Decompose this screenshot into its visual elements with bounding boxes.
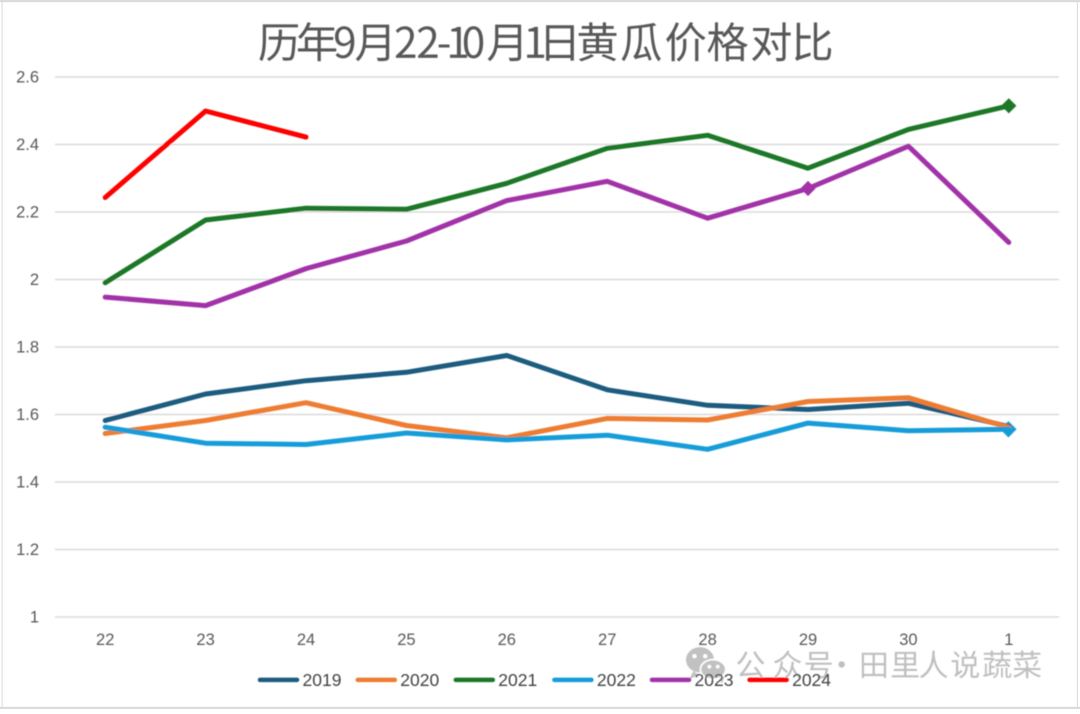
svg-text:30: 30 — [899, 631, 917, 649]
svg-text:1.2: 1.2 — [16, 541, 39, 559]
svg-text:29: 29 — [799, 631, 817, 649]
svg-text:1.6: 1.6 — [16, 406, 39, 424]
svg-text:1: 1 — [30, 609, 39, 627]
svg-text:2.4: 2.4 — [16, 136, 39, 154]
svg-text:1: 1 — [1004, 631, 1013, 649]
svg-text:25: 25 — [397, 631, 415, 649]
svg-text:26: 26 — [498, 631, 516, 649]
svg-text:2019: 2019 — [303, 670, 342, 690]
svg-text:2022: 2022 — [597, 670, 636, 690]
svg-text:24: 24 — [297, 631, 315, 649]
svg-text:2020: 2020 — [400, 670, 439, 690]
svg-text:28: 28 — [698, 631, 716, 649]
svg-text:2021: 2021 — [498, 670, 537, 690]
svg-text:2023: 2023 — [695, 670, 734, 690]
svg-text:22: 22 — [96, 631, 114, 649]
svg-text:27: 27 — [598, 631, 616, 649]
svg-text:2: 2 — [30, 271, 39, 289]
svg-text:23: 23 — [196, 631, 214, 649]
svg-text:2024: 2024 — [792, 670, 831, 690]
svg-text:1.4: 1.4 — [16, 474, 39, 492]
svg-text:2.2: 2.2 — [16, 204, 39, 222]
svg-text:2.6: 2.6 — [16, 69, 39, 87]
svg-text:1.8: 1.8 — [16, 339, 39, 357]
